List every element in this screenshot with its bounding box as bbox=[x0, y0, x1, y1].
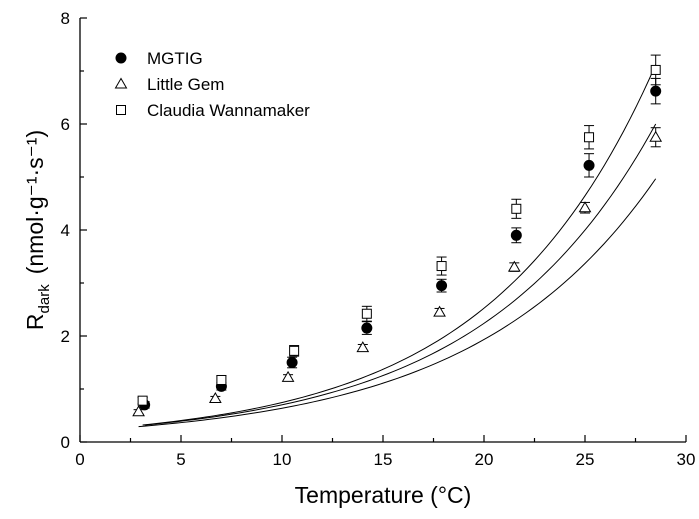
fit-curves bbox=[138, 64, 657, 428]
y-tick-label: 0 bbox=[61, 433, 70, 452]
point-claudia-wannamaker bbox=[216, 374, 227, 385]
point-claudia-wannamaker bbox=[361, 308, 372, 319]
point-mgtig bbox=[361, 322, 373, 334]
x-tick-label: 15 bbox=[374, 450, 393, 469]
x-tick-label: 5 bbox=[176, 450, 185, 469]
point-claudia-wannamaker bbox=[584, 132, 595, 143]
fit-curve bbox=[144, 123, 657, 426]
y-axis-title: Rdark (nmol·g⁻¹·s⁻¹) bbox=[22, 130, 53, 330]
legend-marker bbox=[114, 77, 128, 89]
point-claudia-wannamaker bbox=[289, 345, 300, 356]
point-little-gem bbox=[132, 405, 145, 417]
point-little-gem bbox=[507, 260, 521, 272]
x-tick-label: 0 bbox=[75, 450, 84, 469]
legend-marker bbox=[116, 105, 126, 115]
x-tick-label: 10 bbox=[273, 450, 292, 469]
y-tick-label: 2 bbox=[61, 327, 70, 346]
point-little-gem bbox=[649, 130, 663, 142]
fit-curve bbox=[142, 64, 657, 426]
legend-label: Little Gem bbox=[147, 75, 224, 94]
y-axis-title-main: R bbox=[22, 313, 48, 330]
point-mgtig bbox=[510, 229, 522, 241]
point-little-gem bbox=[356, 341, 370, 353]
point-claudia-wannamaker bbox=[137, 395, 148, 406]
point-little-gem bbox=[578, 201, 592, 213]
point-mgtig bbox=[286, 357, 298, 368]
x-tick-label: 20 bbox=[475, 450, 494, 469]
y-axis-title-units: (nmol·g⁻¹·s⁻¹) bbox=[22, 130, 48, 274]
y-ticks: 0 2 4 6 8 bbox=[61, 9, 87, 452]
legend-marker bbox=[115, 52, 127, 64]
point-claudia-wannamaker bbox=[650, 64, 661, 75]
x-axis-title: Temperature (°C) bbox=[295, 482, 472, 508]
y-tick-label: 8 bbox=[61, 9, 70, 28]
x-tick-label: 30 bbox=[677, 450, 696, 469]
point-mgtig bbox=[436, 280, 448, 292]
point-little-gem bbox=[281, 370, 295, 382]
point-little-gem bbox=[208, 392, 222, 404]
x-tick-label: 25 bbox=[576, 450, 595, 469]
x-ticks: 0 5 10 15 20 25 30 bbox=[75, 435, 695, 469]
data-markers bbox=[132, 64, 663, 417]
point-mgtig bbox=[583, 159, 595, 171]
point-claudia-wannamaker bbox=[511, 203, 522, 214]
legend: MGTIG Little Gem Claudia Wannamaker bbox=[114, 49, 310, 120]
point-mgtig bbox=[650, 85, 662, 97]
fit-curve bbox=[138, 178, 657, 428]
point-little-gem bbox=[433, 305, 446, 317]
y-tick-label: 6 bbox=[61, 115, 70, 134]
legend-label: Claudia Wannamaker bbox=[147, 101, 310, 120]
legend-label: MGTIG bbox=[147, 49, 203, 68]
y-tick-label: 4 bbox=[61, 221, 70, 240]
svg-text:Rdark(nmol·g⁻¹·s⁻¹): Rdark (nmol·g⁻¹·s⁻¹) bbox=[22, 130, 53, 330]
y-axis-title-sub: dark bbox=[36, 284, 53, 314]
point-claudia-wannamaker bbox=[436, 261, 447, 272]
